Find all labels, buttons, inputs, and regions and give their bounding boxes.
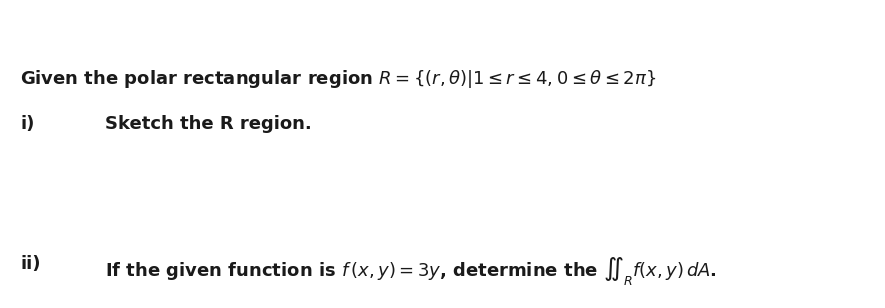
Text: If the given function is $f\,(x, y) = 3y$, determine the $\iint_{R} f(x, y)\,dA$: If the given function is $f\,(x, y) = 3y…: [105, 255, 717, 287]
Text: Given the polar rectangular region $R = \{(r, \theta)|1 \leq r \leq 4, 0 \leq \t: Given the polar rectangular region $R = …: [20, 68, 657, 90]
Text: Sketch the R region.: Sketch the R region.: [105, 115, 312, 133]
Text: i): i): [20, 115, 35, 133]
Text: ii): ii): [20, 255, 41, 273]
